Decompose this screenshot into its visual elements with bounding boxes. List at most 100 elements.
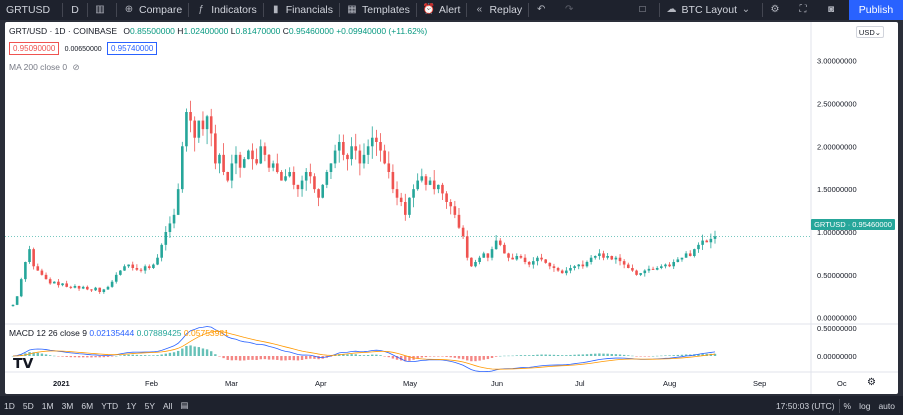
sell-price-box[interactable]: 0.95090000 <box>9 42 60 55</box>
fullscreen-button[interactable]: ⛶ <box>791 0 819 20</box>
candle-body <box>474 262 477 267</box>
macd-histogram-bar <box>181 348 184 356</box>
templates-button[interactable]: ▦ Templates <box>340 0 416 20</box>
candle-body <box>672 262 676 267</box>
auto-toggle[interactable]: auto <box>878 400 895 411</box>
open-value: 0.85500000 <box>130 26 175 36</box>
plus-circle-icon: ⊕ <box>124 4 134 15</box>
range-button-1m[interactable]: 1M <box>41 400 54 411</box>
macd-histogram-bar <box>420 356 424 358</box>
macd-histogram-bar <box>98 356 101 358</box>
y-tick-label: 2.50000000 <box>817 99 857 108</box>
candle-body <box>259 146 263 164</box>
macd-histogram-bar <box>585 354 589 356</box>
macd-histogram-bar <box>69 356 73 358</box>
indicators-button[interactable]: ƒ Indicators <box>189 0 263 20</box>
macd-value-2: 0.07889425 <box>136 328 182 338</box>
gear-icon[interactable]: ⚙ <box>867 377 876 388</box>
macd-histogram-bar <box>234 356 238 361</box>
candle-body <box>424 176 428 185</box>
range-button-5y[interactable]: 5Y <box>144 400 155 411</box>
candle-body <box>119 270 122 275</box>
macd-histogram-bar <box>65 356 68 357</box>
range-button-1d[interactable]: 1D <box>4 400 15 411</box>
clock-label[interactable]: 17:50:03 (UTC) <box>775 400 835 411</box>
symbol-label: GRTUSD <box>6 4 51 16</box>
candle-body <box>48 279 52 284</box>
symbol-pair: GRT/USD · 1D · COINBASE <box>9 26 117 36</box>
macd-histogram-bar <box>61 356 64 357</box>
macd-histogram-bar <box>618 354 622 356</box>
layout-button[interactable]: ☁ BTC Layout ⌄ <box>660 0 762 20</box>
macd-histogram-bar <box>589 353 593 356</box>
macd-histogram-bar <box>490 356 494 358</box>
candle-body <box>701 240 704 245</box>
publish-button[interactable]: Publish <box>849 0 903 20</box>
macd-histogram-bar <box>292 356 295 361</box>
redo-button[interactable]: ↷ <box>557 0 585 20</box>
divider <box>188 3 190 17</box>
macd-histogram-bar <box>346 354 349 356</box>
eye-off-icon[interactable]: ⊘ <box>72 62 80 72</box>
chart-type-button[interactable]: ▥ <box>88 0 116 20</box>
interval-button[interactable]: D <box>63 0 87 20</box>
candle-body <box>470 257 473 267</box>
candle-body <box>325 172 329 185</box>
range-button-5d[interactable]: 5D <box>22 400 34 411</box>
macd-histogram-bar <box>143 355 147 356</box>
undo-button[interactable]: ↶ <box>529 0 557 20</box>
candle-body <box>114 274 118 282</box>
macd-histogram-bar <box>449 356 452 358</box>
range-button-all[interactable]: All <box>163 400 173 411</box>
candle-body <box>280 172 283 181</box>
candle-body <box>300 180 304 190</box>
fullscreen-toggle[interactable]: □ <box>631 0 659 20</box>
symbol-search[interactable]: GRTUSD <box>0 0 62 20</box>
high-label: H <box>177 26 184 36</box>
macd-histogram-bar <box>387 356 390 358</box>
log-toggle[interactable]: log <box>859 400 871 411</box>
y-tick-label: 0.50000000 <box>817 271 857 280</box>
range-button-ytd[interactable]: YTD <box>101 400 119 411</box>
financials-label: Financials <box>285 4 333 16</box>
snapshot-button[interactable]: ◙ <box>819 0 847 20</box>
candle-body <box>321 184 325 198</box>
macd-histogram-bar <box>148 355 151 356</box>
macd-histogram-bar <box>684 354 688 356</box>
settings-button[interactable]: ⚙ <box>763 0 791 20</box>
alert-label: Alert <box>438 4 461 16</box>
candle-body <box>399 197 403 202</box>
candle-body <box>160 244 163 258</box>
candle-body <box>90 289 93 291</box>
candle-body <box>230 163 234 181</box>
replay-button[interactable]: « Replay <box>467 0 528 20</box>
range-button-3m[interactable]: 3M <box>61 400 74 411</box>
macd-histogram-bar <box>391 356 395 359</box>
macd-histogram-bar <box>680 354 684 356</box>
percent-toggle[interactable]: % <box>843 400 852 411</box>
y-tick-label: 1.50000000 <box>817 185 857 194</box>
currency-selector[interactable]: USD ⌄ <box>856 26 884 38</box>
compare-button[interactable]: ⊕ Compare <box>117 0 188 20</box>
buy-price-box[interactable]: 0.95740000 <box>107 42 158 55</box>
calendar-icon[interactable]: ▤ <box>180 400 189 410</box>
range-button-6m[interactable]: 6M <box>81 400 94 411</box>
rewind-icon: « <box>476 4 483 15</box>
divider <box>838 398 840 413</box>
undo-icon: ↶ <box>536 4 546 15</box>
x-tick-label: Oc <box>837 379 847 388</box>
macd-histogram-bar <box>655 355 659 357</box>
indicators-icon: ƒ <box>198 4 204 15</box>
macd-histogram-bar <box>581 354 585 356</box>
candle-body <box>461 227 465 237</box>
y-tick-label: 0.00000000 <box>817 314 857 323</box>
financials-button[interactable]: ▮ Financials <box>264 0 339 20</box>
price-tag: GRTUSD · 0.95460000 <box>811 219 895 230</box>
price-chart[interactable]: 3.00000000 2.50000000 2.00000000 1.50000000… <box>5 22 898 394</box>
candle-body <box>218 154 221 164</box>
alert-button[interactable]: ⏰ Alert <box>417 0 467 20</box>
range-button-1y[interactable]: 1Y <box>126 400 137 411</box>
spread-value: 0.00650000 <box>64 46 102 53</box>
macd-histogram-bar <box>230 356 234 361</box>
chart-panel[interactable]: 3.00000000 2.50000000 2.00000000 1.50000000… <box>5 22 898 394</box>
